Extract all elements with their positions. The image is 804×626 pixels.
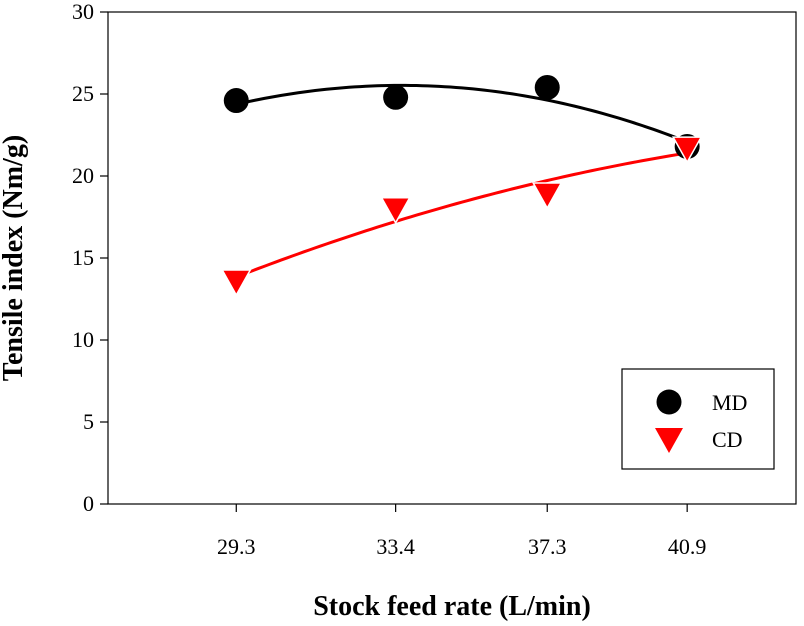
- y-tick-label: 15: [72, 245, 94, 270]
- y-tick-label: 25: [72, 81, 94, 106]
- y-tick-label: 20: [72, 163, 94, 188]
- legend-cd-label: CD: [712, 427, 743, 452]
- data-point-md: [383, 84, 409, 110]
- x-tick-label: 33.4: [376, 534, 415, 559]
- trend-line-cd: [235, 151, 688, 279]
- data-point-cd: [380, 197, 411, 225]
- legend: MD CD: [621, 368, 775, 470]
- legend-md-label: MD: [712, 390, 747, 415]
- data-point-cd: [531, 182, 563, 210]
- data-point-md: [534, 74, 560, 100]
- data-point-md: [223, 88, 249, 114]
- y-tick-label: 5: [83, 409, 94, 434]
- y-axis-title: Tensile index (Nm/g): [0, 135, 29, 381]
- y-axis-ticks: 0 5 10 15 20 25 30: [72, 0, 108, 516]
- data-markers: [220, 74, 703, 297]
- trend-lines: [235, 83, 688, 279]
- x-axis-ticks: 29.3 33.4 37.3 40.9: [217, 504, 706, 559]
- x-tick-label: 29.3: [217, 534, 256, 559]
- data-point-cd: [671, 136, 703, 164]
- y-tick-label: 10: [72, 327, 94, 352]
- legend-box: [621, 368, 775, 470]
- legend-md-marker: [656, 389, 682, 415]
- legend-cd-marker: [655, 428, 683, 453]
- y-tick-label: 30: [72, 0, 94, 24]
- data-point-cd: [220, 269, 252, 297]
- y-tick-label: 0: [83, 491, 94, 516]
- x-tick-label: 37.3: [528, 534, 567, 559]
- trend-line-md: [235, 83, 688, 144]
- x-axis-title: Stock feed rate (L/min): [313, 591, 591, 622]
- x-tick-label: 40.9: [668, 534, 707, 559]
